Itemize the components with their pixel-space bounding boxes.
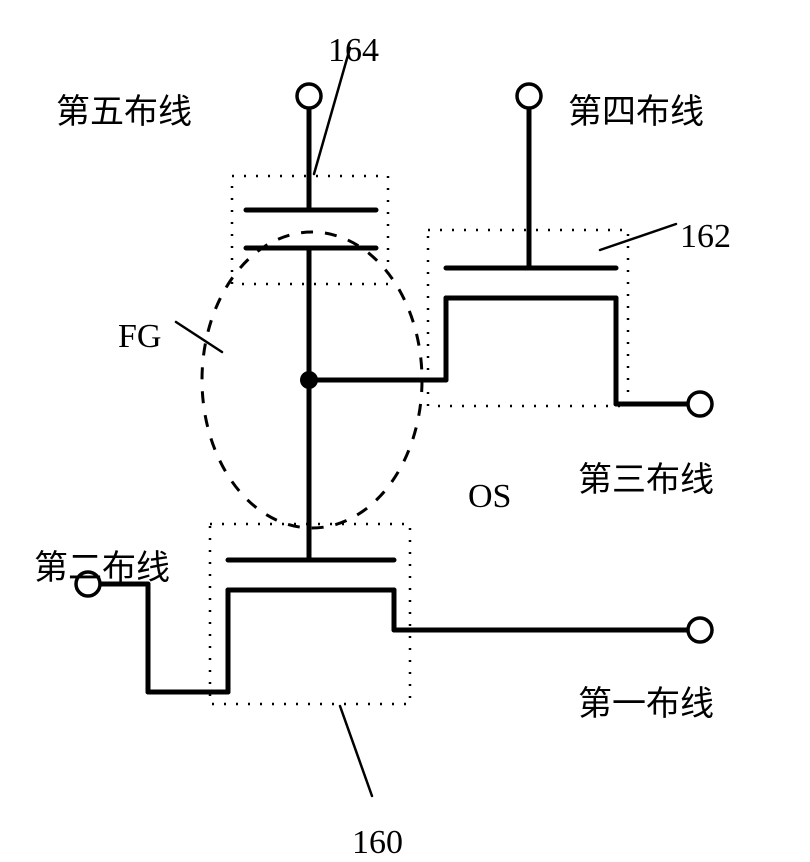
label-fg: FG <box>118 318 161 356</box>
label-wire-1: 第一布线 <box>578 676 714 725</box>
label-wire-5: 第五布线 <box>56 84 192 133</box>
label-162: 162 <box>680 218 731 256</box>
label-wire-4: 第四布线 <box>568 84 704 133</box>
label-164: 164 <box>328 32 379 70</box>
label-os: OS <box>468 478 511 516</box>
label-160: 160 <box>352 824 403 862</box>
label-wire-2: 第二布线 <box>34 540 170 589</box>
label-wire-3: 第三布线 <box>578 452 714 501</box>
